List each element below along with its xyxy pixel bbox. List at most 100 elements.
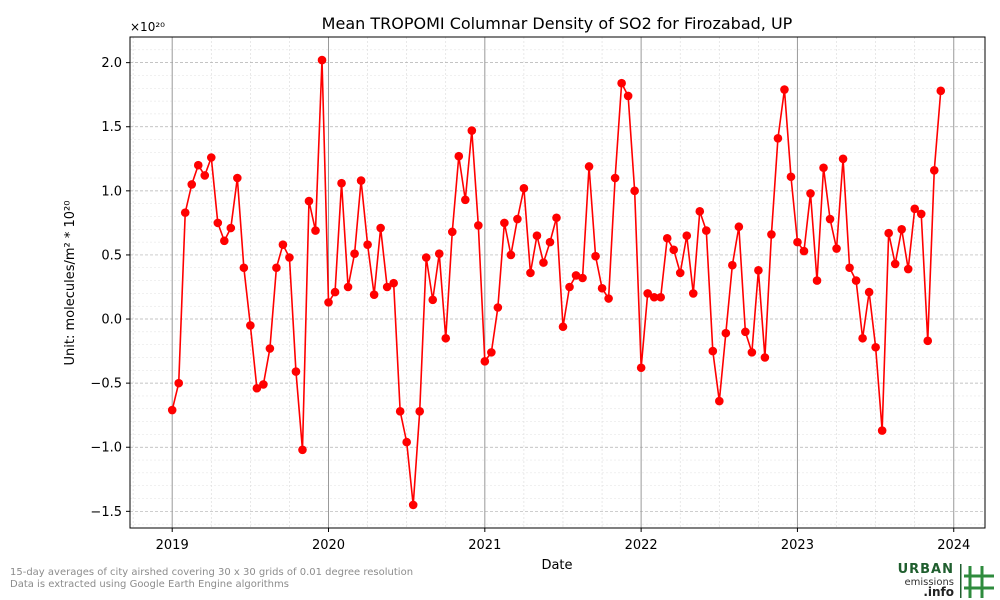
chart-title: Mean TROPOMI Columnar Density of SO2 for… <box>322 14 793 33</box>
data-point <box>897 225 906 234</box>
data-point <box>604 294 613 303</box>
data-point <box>447 227 457 237</box>
data-point <box>187 180 197 189</box>
data-point <box>864 287 874 297</box>
y-tick-label: 1.0 <box>101 184 122 199</box>
data-point <box>780 85 789 94</box>
data-point <box>715 396 724 406</box>
data-point <box>206 153 216 162</box>
plot-area <box>130 37 985 528</box>
data-point <box>382 282 392 292</box>
data-point <box>343 282 353 292</box>
data-point <box>265 344 275 353</box>
data-point <box>838 154 848 164</box>
data-point <box>662 233 672 243</box>
data-point <box>754 266 763 275</box>
data-point <box>799 246 809 256</box>
data-point <box>226 223 236 233</box>
series-layer <box>167 55 946 510</box>
data-point <box>649 292 659 302</box>
x-tick-label: 2022 <box>625 538 658 553</box>
x-axis-ticks: 2019 2020 2021 2022 2023 2024 <box>156 528 970 553</box>
data-point <box>369 290 379 299</box>
data-point <box>434 249 444 258</box>
data-point <box>910 204 920 214</box>
data-point <box>858 333 867 343</box>
footnote-line-2: Data is extracted using Google Earth Eng… <box>10 579 289 590</box>
x-tick-label: 2021 <box>468 538 501 553</box>
data-point <box>741 327 750 337</box>
data-point <box>760 353 770 362</box>
y-tick-label: 0.5 <box>101 248 122 263</box>
data-point <box>773 133 783 143</box>
data-point <box>421 253 431 262</box>
data-point <box>591 251 600 261</box>
data-point <box>786 172 796 182</box>
data-point <box>402 437 411 447</box>
data-point <box>721 328 731 338</box>
data-point <box>513 214 522 224</box>
data-point <box>376 223 385 233</box>
data-point <box>330 287 340 297</box>
data-point <box>467 126 477 135</box>
x-tick-label: 2020 <box>312 538 345 553</box>
data-point <box>167 405 177 415</box>
data-point <box>545 237 555 247</box>
data-point <box>454 151 464 161</box>
data-point <box>461 195 470 205</box>
data-point <box>936 86 946 96</box>
data-point <box>298 445 307 455</box>
data-point <box>324 298 333 307</box>
data-point <box>630 186 639 196</box>
data-point <box>617 78 626 88</box>
data-point <box>675 268 685 278</box>
logo-text-urban: URBAN <box>897 562 954 577</box>
data-point <box>656 292 665 302</box>
data-point <box>350 249 359 258</box>
data-point <box>871 342 880 352</box>
data-point <box>239 263 249 273</box>
data-point <box>702 226 711 235</box>
plot-frame <box>129 36 986 529</box>
data-point <box>304 196 314 206</box>
data-point <box>903 264 913 274</box>
data-point <box>363 240 372 249</box>
data-point <box>532 231 542 241</box>
data-point <box>428 295 438 305</box>
data-point <box>767 230 776 239</box>
data-point <box>929 166 939 175</box>
data-point <box>408 500 418 510</box>
logo-text-info: .info <box>923 585 954 599</box>
data-point <box>487 348 496 357</box>
data-point <box>682 231 692 241</box>
y-axis-label: Unit: molecules/m² * 10²⁰ <box>63 201 78 366</box>
data-point <box>506 250 516 260</box>
data-point <box>636 363 646 373</box>
data-point <box>526 268 535 278</box>
data-point <box>688 289 698 298</box>
data-point <box>851 276 861 285</box>
data-point <box>317 55 327 65</box>
data-point <box>272 263 281 273</box>
data-point <box>441 333 451 343</box>
y-axis-ticks: −1.5 −1.0 −0.5 0.0 0.5 1.0 1.5 2.0 <box>90 56 130 520</box>
urban-emissions-logo: URBAN emissions .info <box>898 562 998 600</box>
data-point <box>923 336 933 346</box>
data-point <box>708 346 718 356</box>
data-point <box>180 208 190 217</box>
data-point <box>356 176 366 185</box>
data-point <box>259 380 268 389</box>
footnote-line-1: 15-day averages of city airshed covering… <box>10 567 414 578</box>
data-point <box>519 183 529 193</box>
data-point <box>291 367 301 376</box>
data-point <box>285 253 294 262</box>
grid-mark-icon <box>960 564 994 598</box>
data-point <box>552 213 561 223</box>
data-point <box>415 407 425 416</box>
y-tick-label: 1.5 <box>101 120 122 135</box>
data-point <box>819 163 828 173</box>
data-point <box>578 273 587 283</box>
data-point <box>220 236 229 246</box>
x-tick-label: 2024 <box>937 538 970 553</box>
data-point <box>734 222 744 232</box>
